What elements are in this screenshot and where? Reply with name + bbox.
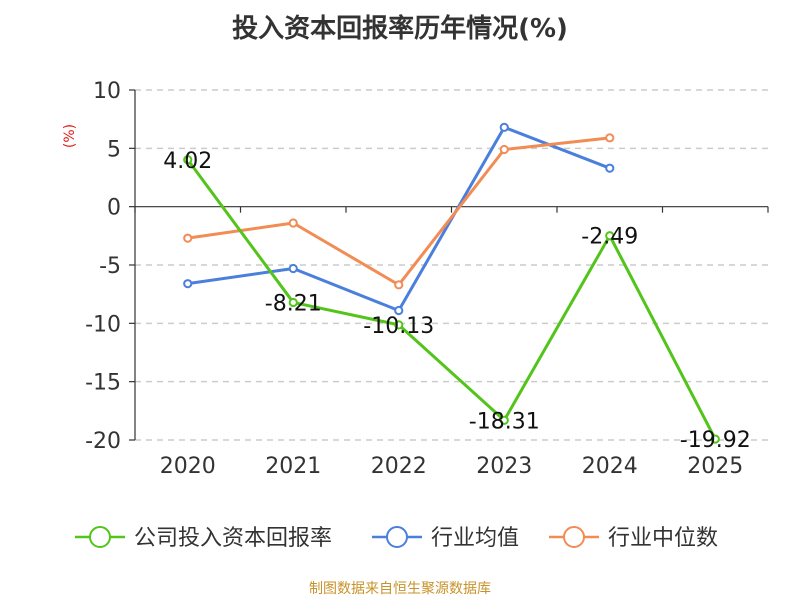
legend-marker: [386, 526, 408, 548]
legend-label: 行业中位数: [608, 526, 718, 551]
data-point: [288, 297, 298, 308]
data-label: -18.31: [469, 409, 540, 434]
grid-lines: [135, 89, 768, 441]
series-line: [187, 136, 610, 287]
data-point: [605, 231, 615, 241]
axes: 10 5 0 -5 -10 -15 -20 2020 2021 2022 2023 2024 2025: [85, 79, 769, 479]
data-point: [499, 144, 509, 155]
source-note: 制图数据来自恒生聚源数据库: [309, 581, 491, 597]
chart-title: 投入资本回报率历年情况(%): [232, 14, 568, 44]
data-point: [394, 320, 404, 330]
data-label: -8.21: [265, 291, 322, 316]
x-tick-label: 2022: [371, 454, 427, 479]
data-point: [605, 163, 615, 173]
data-point: [394, 280, 404, 290]
data-point: [183, 155, 193, 165]
data-point: [288, 218, 298, 228]
x-tick-label: 2023: [476, 454, 532, 479]
data-point: [183, 279, 193, 289]
legend: 公司投入资本回报率 行业均值 行业中位数: [75, 526, 718, 551]
data-point: [394, 305, 404, 316]
y-tick-label: 0: [107, 196, 121, 221]
y-tick-label: 5: [107, 137, 121, 162]
series-lines: [183, 122, 720, 444]
legend-label: 行业均值: [431, 526, 519, 551]
data-label: -19.92: [680, 428, 751, 453]
y-tick-label: -5: [99, 254, 121, 279]
data-point: [183, 233, 193, 243]
data-point: [499, 122, 509, 132]
x-tick-label: 2025: [687, 454, 743, 479]
legend-item: 行业中位数: [549, 526, 718, 551]
data-label: -2.49: [581, 225, 638, 250]
y-tick-label: 10: [93, 79, 121, 104]
legend-marker: [563, 526, 585, 548]
data-label: 4.02: [163, 149, 212, 174]
x-tick-label: 2020: [160, 454, 216, 479]
y-tick-label: -15: [85, 371, 121, 396]
legend-label: 公司投入资本回报率: [134, 526, 332, 551]
y-tick-label: -10: [85, 312, 121, 337]
legend-item: 行业均值: [372, 526, 519, 551]
x-tick-label: 2021: [265, 454, 321, 479]
data-labels: 4.02 -8.21 -10.13 -18.31 -2.49 -19.92: [163, 149, 750, 453]
data-point: [288, 263, 298, 274]
x-tick-label: 2024: [582, 454, 638, 479]
data-point: [710, 434, 720, 444]
legend-marker: [89, 526, 111, 548]
legend-item: 公司投入资本回报率: [75, 526, 332, 551]
y-tick-label: -20: [85, 429, 121, 454]
data-point: [499, 415, 509, 425]
data-label: -10.13: [363, 314, 434, 339]
data-point: [605, 133, 615, 143]
series-line: [186, 158, 717, 440]
